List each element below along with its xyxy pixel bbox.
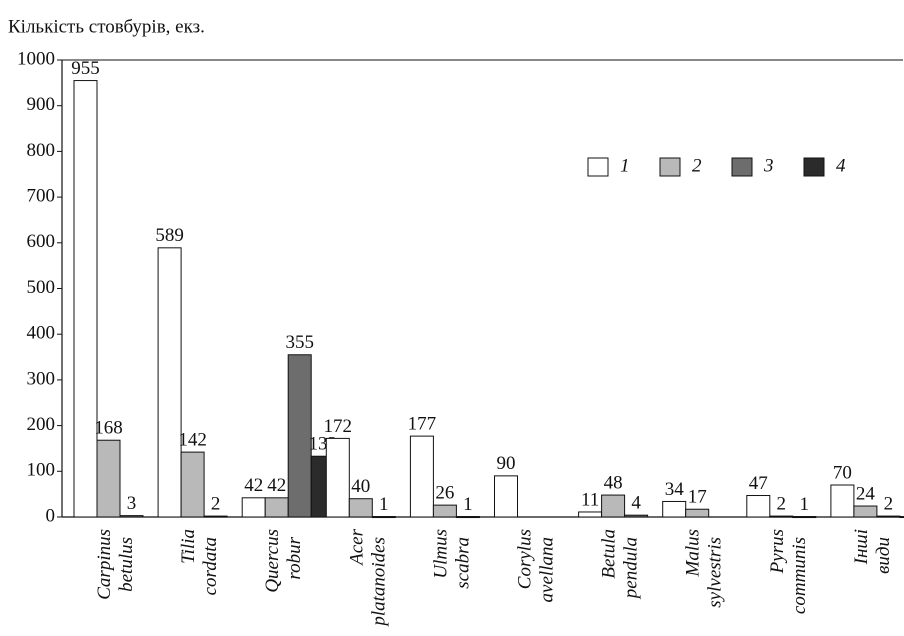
value-label: 17: [688, 487, 707, 508]
y-tick-label: 400: [27, 323, 56, 344]
y-tick-label: 100: [27, 460, 56, 481]
y-tick-label: 800: [27, 140, 56, 161]
bar: [96, 439, 121, 518]
bar: [792, 516, 817, 519]
bar: [876, 515, 901, 518]
y-axis-title: Кількість стовбурів, екз.: [8, 16, 205, 37]
bar: [853, 505, 878, 518]
x-tick-label: Acerplatanoides: [347, 528, 390, 627]
bar: [769, 515, 794, 518]
y-tick-label: 200: [27, 414, 56, 435]
value-label: 42: [244, 475, 263, 496]
bar: [73, 80, 98, 518]
value-label: 48: [604, 472, 623, 493]
value-label: 42: [267, 475, 286, 496]
bar: [180, 451, 205, 518]
bar: [409, 435, 434, 518]
x-tick-label: Tiliacordata: [178, 529, 221, 595]
legend-swatch: [587, 157, 609, 177]
bar: [578, 511, 603, 518]
bar: [662, 500, 687, 518]
bar: [830, 484, 855, 518]
y-tick-label: 600: [27, 231, 56, 252]
x-tick-label: Carpinusbetulus: [94, 529, 137, 600]
y-tick-label: 1000: [17, 48, 55, 69]
value-label: 3: [127, 493, 137, 514]
y-tick-label: 700: [27, 185, 56, 206]
bar: [455, 516, 480, 519]
bar: [287, 354, 312, 518]
y-tick-label: 500: [27, 277, 56, 298]
bar: [203, 515, 228, 518]
legend-swatch: [659, 157, 681, 177]
y-tick-label: 0: [46, 505, 56, 526]
legend-label: 2: [692, 155, 702, 176]
bar: [241, 497, 266, 518]
bar: [325, 437, 350, 518]
bar: [601, 494, 626, 518]
value-label: 40: [351, 476, 370, 497]
bar: [624, 514, 649, 518]
value-label: 47: [749, 473, 768, 494]
value-label: 589: [155, 225, 184, 246]
bar: [264, 497, 289, 518]
legend-label: 4: [836, 155, 846, 176]
legend-label: 1: [620, 155, 630, 176]
value-label: 2: [884, 493, 894, 514]
legend-swatch: [803, 157, 825, 177]
value-label: 177: [408, 413, 437, 434]
bar: [432, 504, 457, 518]
value-label: 1: [379, 494, 389, 515]
x-tick-label: Malussylvestris: [683, 529, 726, 608]
value-label: 90: [497, 453, 516, 474]
value-label: 11: [581, 489, 599, 510]
x-tick-label: Pyruscommunis: [767, 529, 810, 614]
bar: [348, 498, 373, 518]
value-label: 2: [211, 493, 221, 514]
legend-swatch: [731, 157, 753, 177]
value-label: 1: [800, 494, 810, 515]
value-label: 172: [324, 416, 353, 437]
x-tick-label: Іншівиди: [851, 529, 894, 574]
y-tick-label: 300: [27, 368, 56, 389]
value-label: 1: [463, 494, 473, 515]
bar: [899, 516, 904, 519]
bar: [371, 516, 396, 519]
value-label: 26: [435, 482, 454, 503]
legend-label: 3: [763, 155, 774, 176]
value-label: 955: [71, 58, 100, 79]
value-label: 168: [94, 418, 123, 439]
value-label: 142: [178, 429, 207, 450]
bar: [746, 495, 771, 518]
value-label: 24: [856, 483, 876, 504]
value-label: 355: [285, 332, 314, 353]
bar: [119, 515, 144, 518]
x-tick-label: Betulapendula: [599, 529, 642, 600]
x-tick-label: Corylusavellana: [515, 529, 558, 602]
x-tick-label: Quercusrobur: [263, 529, 306, 593]
bar: [494, 475, 518, 518]
y-tick-label: 900: [27, 94, 56, 115]
bar: [685, 508, 710, 518]
value-label: 2: [777, 493, 787, 514]
bar: [157, 247, 182, 518]
value-label: 4: [631, 493, 641, 514]
x-tick-label: Ulmusscabra: [431, 529, 474, 589]
value-label: 34: [665, 479, 685, 500]
value-label: 70: [833, 462, 852, 483]
